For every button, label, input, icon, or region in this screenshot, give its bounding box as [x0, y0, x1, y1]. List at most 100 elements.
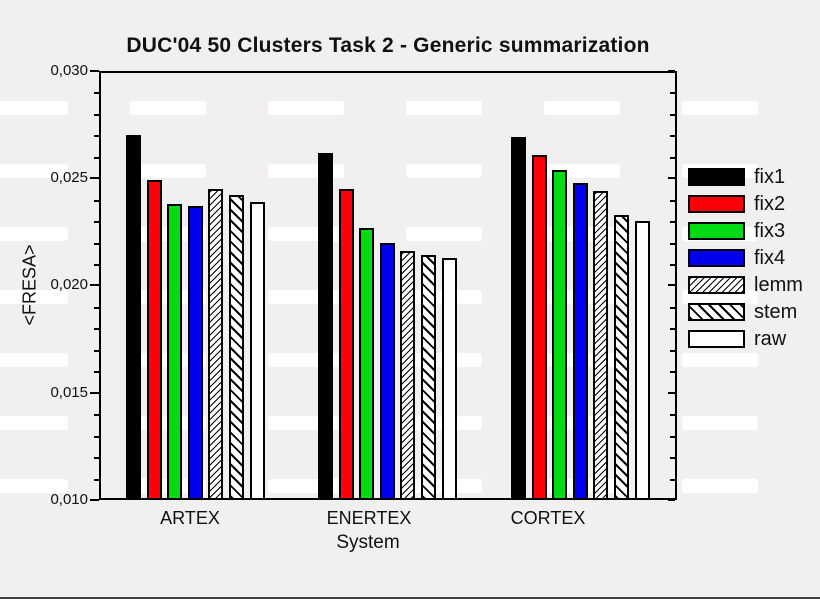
x-axis-title: System: [336, 532, 400, 553]
legend-item-raw: raw: [688, 328, 803, 350]
y-minor-tick-left: [94, 307, 99, 309]
bar-artex-fix2: [147, 180, 162, 500]
bar-cortex-fix4: [573, 183, 588, 500]
y-major-tick-left: [90, 499, 99, 501]
bar-enertex-fix3: [359, 228, 374, 500]
watermark-stripe: [682, 416, 758, 430]
legend-label-fix4: fix4: [754, 247, 786, 269]
watermark-stripe: [544, 101, 620, 115]
legend-swatch-fix3: [688, 222, 745, 240]
legend-item-lemm: lemm: [688, 274, 803, 296]
bar-enertex-lemm: [400, 251, 415, 500]
y-minor-tick-right: [670, 157, 675, 159]
category-label-cortex: CORTEX: [510, 508, 586, 528]
legend-label-lemm: lemm: [754, 274, 803, 296]
bar-artex-fix1: [126, 135, 141, 500]
watermark-stripe: [406, 164, 482, 178]
legend-swatch-stem: [688, 303, 745, 321]
watermark-stripe: [0, 164, 68, 178]
y-minor-tick-right: [670, 92, 675, 94]
y-minor-tick-left: [94, 200, 99, 202]
y-tick-label: 0,010: [50, 491, 88, 508]
bar-cortex-fix3: [552, 170, 567, 500]
y-minor-tick-right: [670, 307, 675, 309]
y-minor-tick-left: [94, 264, 99, 266]
legend-swatch-raw: [688, 330, 745, 348]
watermark-stripe: [682, 353, 758, 367]
y-minor-tick-left: [94, 436, 99, 438]
y-minor-tick-left: [94, 457, 99, 459]
watermark-stripe: [0, 353, 68, 367]
bar-cortex-fix1: [511, 137, 526, 500]
y-minor-tick-left: [94, 221, 99, 223]
y-tick-label: 0,020: [50, 276, 88, 293]
y-minor-tick-left: [94, 350, 99, 352]
y-minor-tick-left: [94, 328, 99, 330]
bar-artex-fix4: [188, 206, 203, 500]
legend-item-fix3: fix3: [688, 220, 803, 242]
bar-artex-lemm: [208, 189, 223, 500]
y-major-tick-right: [668, 284, 675, 286]
legend-swatch-fix1: [688, 168, 745, 186]
y-major-tick-right: [668, 499, 675, 501]
bar-artex-fix3: [167, 204, 182, 500]
legend-label-fix3: fix3: [754, 220, 786, 242]
watermark-stripe: [406, 227, 482, 241]
y-minor-tick-right: [670, 328, 675, 330]
y-minor-tick-right: [670, 457, 675, 459]
y-major-tick-right: [668, 70, 675, 72]
y-minor-tick-left: [94, 157, 99, 159]
y-minor-tick-left: [94, 479, 99, 481]
y-tick-label: 0,030: [50, 62, 88, 79]
bar-cortex-fix2: [532, 155, 547, 500]
y-minor-tick-right: [670, 221, 675, 223]
y-minor-tick-right: [670, 414, 675, 416]
y-major-tick-left: [90, 70, 99, 72]
y-major-tick-right: [668, 392, 675, 394]
y-minor-tick-right: [670, 135, 675, 137]
bar-enertex-fix4: [380, 243, 395, 500]
watermark-stripe: [0, 101, 68, 115]
legend-label-fix1: fix1: [754, 166, 786, 188]
watermark-stripe: [268, 101, 344, 115]
y-major-tick-left: [90, 177, 99, 179]
y-major-tick-left: [90, 284, 99, 286]
legend-swatch-lemm: [688, 276, 745, 294]
chart-title: DUC'04 50 Clusters Task 2 - Generic summ…: [126, 34, 650, 57]
y-major-tick-right: [668, 177, 675, 179]
bar-artex-raw: [250, 202, 265, 500]
watermark-stripe: [130, 101, 206, 115]
bar-enertex-raw: [442, 258, 457, 500]
bar-cortex-lemm: [593, 191, 608, 500]
watermark-stripe: [0, 479, 68, 493]
y-minor-tick-right: [670, 200, 675, 202]
category-label-artex: ARTEX: [160, 508, 220, 528]
legend-label-stem: stem: [754, 301, 798, 323]
y-tick-label: 0,025: [50, 169, 88, 186]
y-minor-tick-right: [670, 264, 675, 266]
y-minor-tick-right: [670, 243, 675, 245]
bottom-edge-line: [0, 597, 820, 599]
watermark-stripe: [0, 416, 68, 430]
y-minor-tick-right: [670, 350, 675, 352]
legend-item-fix1: fix1: [688, 166, 803, 188]
watermark-stripe: [682, 479, 758, 493]
y-minor-tick-right: [670, 436, 675, 438]
y-major-tick-left: [90, 392, 99, 394]
y-minor-tick-right: [670, 371, 675, 373]
legend-label-raw: raw: [754, 328, 787, 350]
bar-artex-stem: [229, 195, 244, 500]
watermark-stripe: [0, 290, 68, 304]
legend-item-stem: stem: [688, 301, 803, 323]
legend-item-fix4: fix4: [688, 247, 803, 269]
y-minor-tick-left: [94, 114, 99, 116]
bar-enertex-fix1: [318, 153, 333, 500]
category-label-enertex: ENERTEX: [326, 508, 412, 528]
legend-swatch-fix4: [688, 249, 745, 267]
bar-enertex-stem: [421, 255, 436, 500]
watermark-stripe: [130, 164, 206, 178]
y-minor-tick-right: [670, 114, 675, 116]
legend-label-fix2: fix2: [754, 193, 786, 215]
y-minor-tick-left: [94, 243, 99, 245]
y-minor-tick-left: [94, 371, 99, 373]
